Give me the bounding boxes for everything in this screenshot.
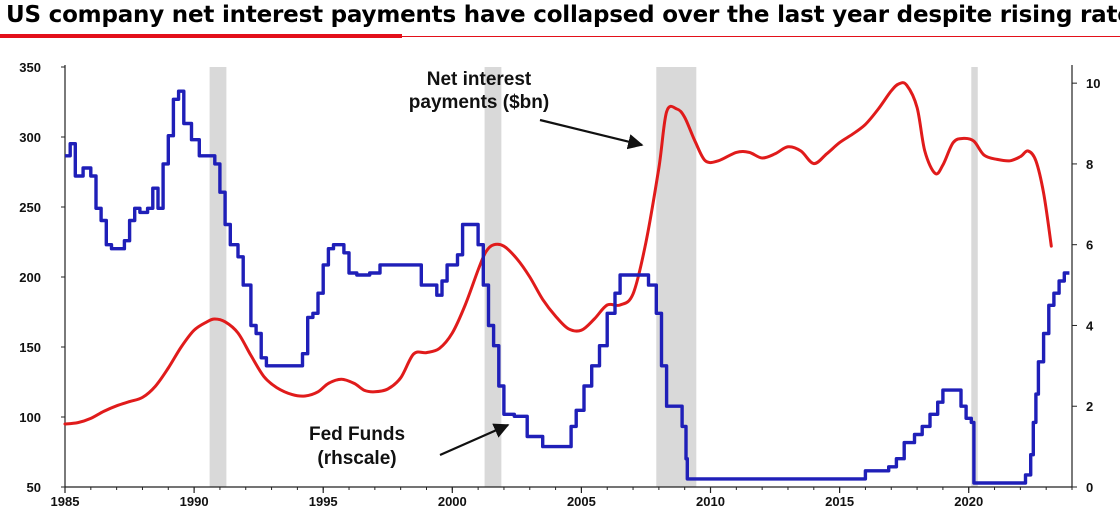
- y-right-tick-label: 10: [1086, 76, 1100, 91]
- x-tick-label: 2005: [567, 494, 596, 509]
- y-right-tick-label: 8: [1086, 157, 1093, 172]
- y-left-tick-label: 150: [19, 340, 41, 355]
- y-left-tick-label: 200: [19, 270, 41, 285]
- x-tick-label: 2010: [696, 494, 725, 509]
- y-left-tick-label: 350: [19, 60, 41, 75]
- annotation-fed-line2: (rhscale): [317, 448, 396, 469]
- annotation-interest-line1: Net interest: [427, 69, 532, 90]
- x-tick-label: 2000: [438, 494, 467, 509]
- x-tick-label: 1985: [51, 494, 80, 509]
- x-tick-label: 2020: [954, 494, 983, 509]
- x-tick-label: 1990: [180, 494, 209, 509]
- axes: 50 100 150 200 250 300 350 0 2 4 6 8 10 1985 1990 1995 2…: [19, 60, 1100, 509]
- annotation-interest-line2: payments ($bn): [409, 92, 549, 113]
- y-right-tick-label: 0: [1086, 480, 1093, 495]
- y-right-tick-label: 2: [1086, 399, 1093, 414]
- recession-band: [209, 67, 227, 487]
- x-tick-label: 1995: [309, 494, 338, 509]
- y-left-tick-label: 50: [27, 480, 41, 495]
- recession-band: [484, 67, 502, 487]
- annotation-fed-arrow: [439, 423, 510, 457]
- y-right-tick-label: 6: [1086, 238, 1093, 253]
- fed-funds-line: [65, 89, 1070, 485]
- title-underline: [0, 34, 402, 38]
- annotation-interest-arrow: [539, 118, 644, 150]
- chart-title: US company net interest payments have co…: [6, 2, 1120, 28]
- y-left-tick-label: 250: [19, 200, 41, 215]
- chart-area: 50 100 150 200 250 300 350 0 2 4 6 8 10 1985 1990 1995 2…: [19, 60, 1100, 509]
- y-left-tick-label: 100: [19, 410, 41, 425]
- y-left-tick-label: 300: [19, 130, 41, 145]
- y-right-tick-label: 4: [1086, 318, 1094, 333]
- x-tick-label: 2015: [825, 494, 854, 509]
- title-rule: [402, 36, 1120, 37]
- interest-payments-line: [63, 81, 1053, 426]
- annotation-fed-line1: Fed Funds: [309, 424, 405, 445]
- recession-band: [971, 67, 978, 487]
- series: [63, 81, 1070, 485]
